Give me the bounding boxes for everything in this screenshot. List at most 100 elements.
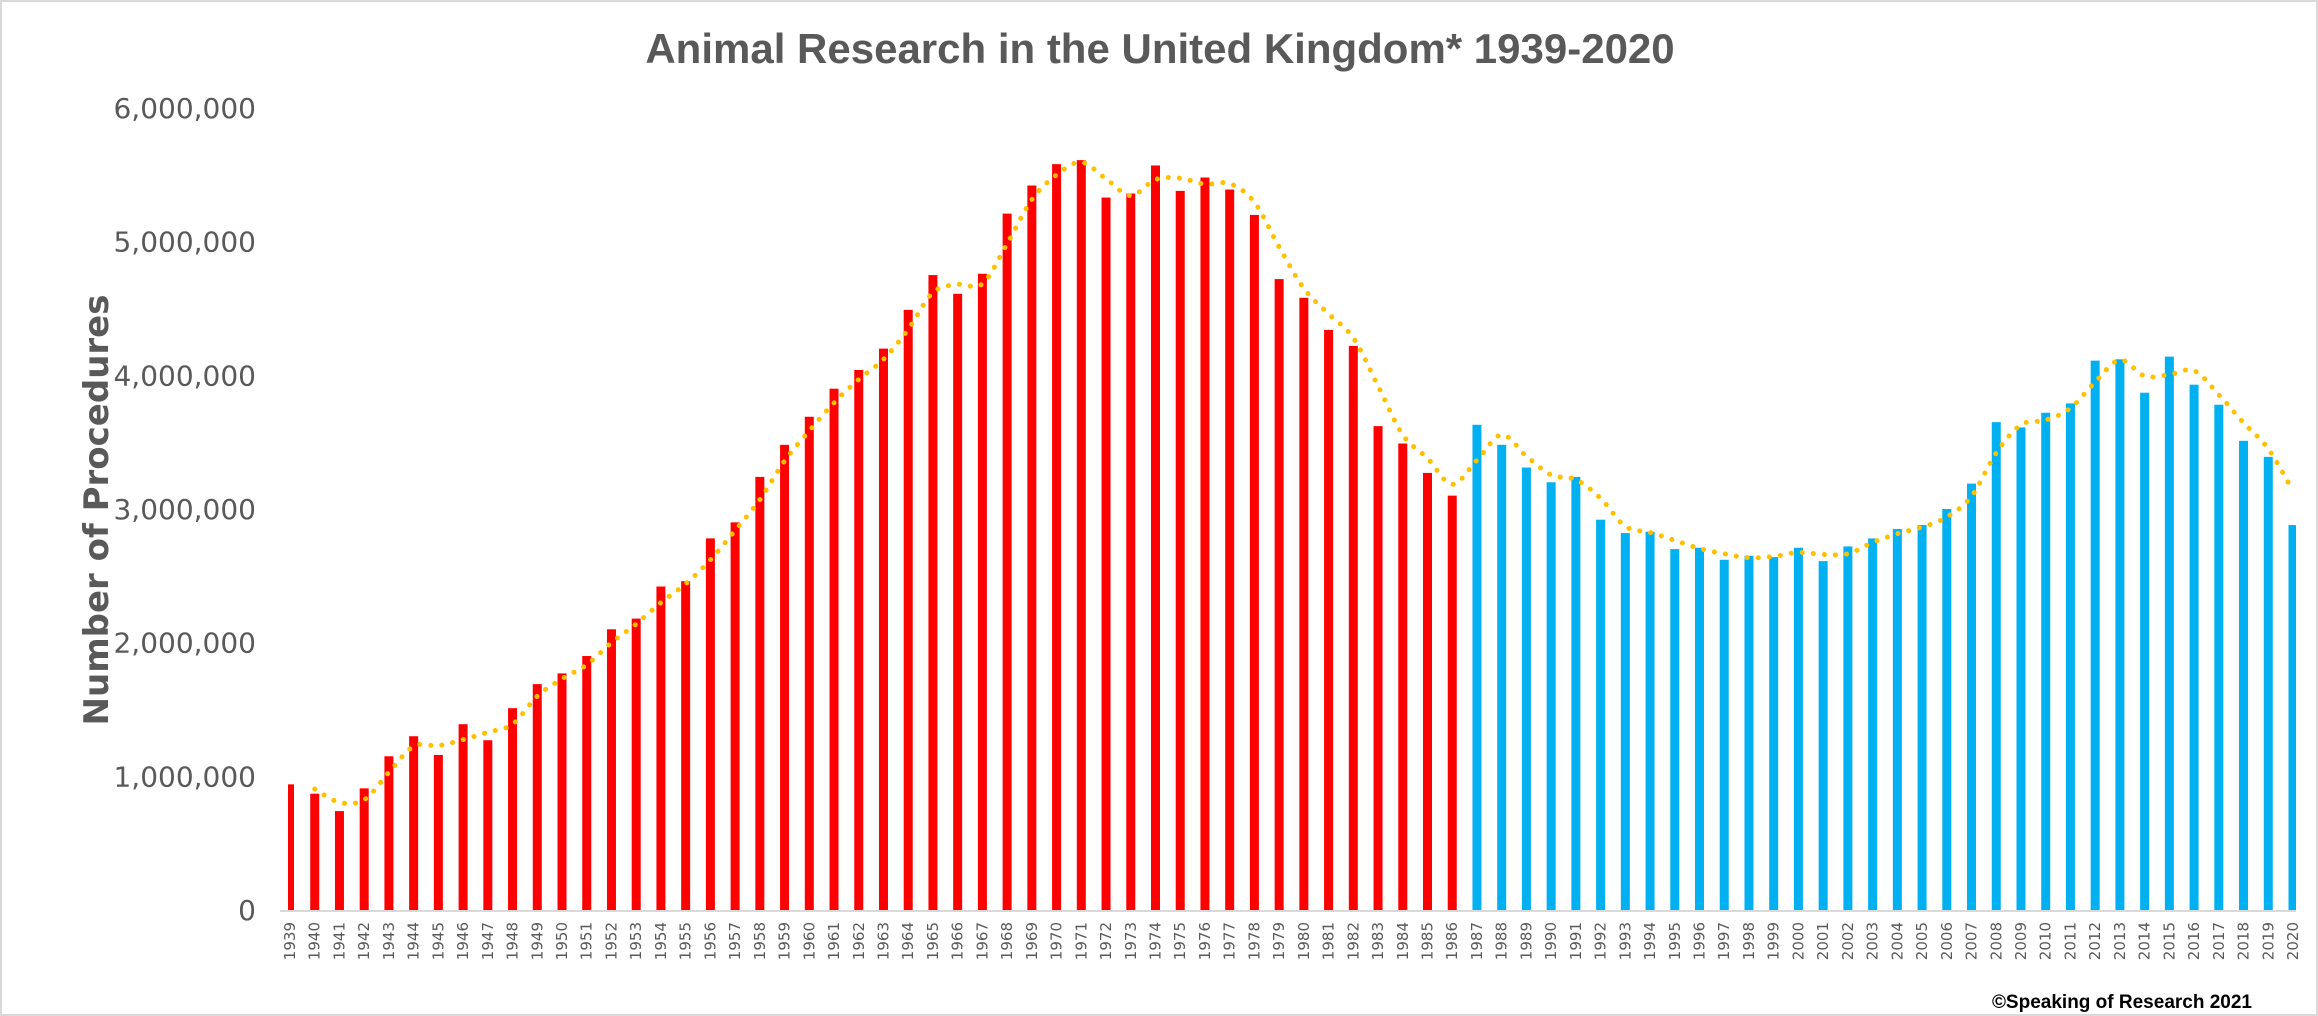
x-tick-label: 1963 (874, 922, 892, 960)
bar-1975 (1175, 190, 1185, 910)
y-tick-label: 1,000,000 (113, 760, 256, 793)
y-tick-label: 4,000,000 (113, 359, 256, 392)
bar-2006 (1942, 509, 1952, 910)
bar-1996 (1695, 547, 1705, 910)
x-tick-label: 1960 (800, 922, 818, 960)
x-tick-label: 1958 (751, 922, 769, 960)
bar-1944 (409, 736, 419, 910)
x-tick-label: 2005 (1913, 922, 1931, 960)
bar-1961 (829, 388, 839, 910)
x-tick-label: 2007 (1963, 922, 1981, 960)
x-tick-label: 1948 (504, 922, 522, 960)
bar-2001 (1818, 561, 1828, 910)
y-axis-ticks: 0 1,000,000 2,000,000 3,000,000 4,000,000 5,0… (113, 92, 256, 927)
x-tick-label: 1959 (776, 922, 794, 960)
bar-1963 (878, 348, 888, 911)
bar-1979 (1274, 279, 1284, 910)
x-tick-label: 1966 (949, 922, 967, 960)
x-tick-label: 1983 (1369, 922, 1387, 960)
bar-1966 (953, 293, 963, 911)
x-tick-label: 1991 (1567, 922, 1585, 960)
bar-1946 (458, 724, 468, 910)
x-tick-label: 1939 (281, 922, 299, 960)
x-tick-label: 2020 (2284, 922, 2302, 960)
x-tick-label: 1999 (1765, 922, 1783, 960)
bar-1964 (903, 309, 913, 910)
x-tick-label: 2016 (2185, 922, 2203, 960)
bar-1960 (804, 416, 814, 910)
bar-1977 (1225, 189, 1235, 910)
x-tick-label: 1951 (578, 922, 596, 960)
bar-1972 (1101, 197, 1111, 911)
y-tick-label: 6,000,000 (113, 92, 256, 125)
bar-1976 (1200, 177, 1210, 911)
x-tick-label: 1957 (726, 922, 744, 960)
x-tick-label: 1954 (652, 922, 670, 960)
x-tick-label: 1955 (677, 922, 695, 960)
x-tick-label: 1992 (1592, 922, 1610, 960)
x-tick-label: 1950 (553, 922, 571, 960)
bar-1945 (433, 754, 443, 910)
bar-1962 (854, 369, 864, 910)
bar-2014 (2140, 392, 2150, 911)
copyright-credit: ©Speaking of Research 2021 (1992, 992, 2252, 1013)
x-tick-label: 1965 (924, 922, 942, 960)
bar-2005 (1917, 525, 1927, 910)
x-tick-label: 1993 (1616, 922, 1634, 960)
x-tick-label: 1988 (1493, 922, 1511, 960)
x-tick-label: 1990 (1542, 922, 1560, 960)
x-tick-label: 1978 (1245, 922, 1263, 960)
x-tick-label: 1952 (602, 922, 620, 960)
bar-1967 (977, 273, 987, 910)
bar-1994 (1645, 531, 1655, 910)
bar-1951 (582, 656, 592, 910)
bar-1943 (384, 756, 394, 910)
bar-2011 (2065, 403, 2075, 910)
bar-1973 (1126, 193, 1136, 911)
bar-2019 (2263, 456, 2273, 910)
bar-1997 (1719, 559, 1729, 910)
y-tick-label: 5,000,000 (113, 226, 256, 259)
bar-2008 (1991, 422, 2001, 910)
x-tick-label: 2015 (2160, 922, 2178, 960)
bar-1965 (928, 275, 938, 910)
bar-2010 (2041, 412, 2051, 910)
x-tick-label: 2013 (2111, 922, 2129, 960)
x-tick-label: 1970 (1048, 922, 1066, 960)
trendline-dots (312, 159, 2296, 807)
x-tick-label: 1985 (1419, 922, 1437, 960)
bar-1957 (730, 522, 740, 910)
x-axis-ticks: 1939 1940 1941 1942 1943 1944 1945 1946 1947 1948… (281, 922, 2302, 960)
x-tick-label: 1989 (1517, 922, 1535, 960)
bar-1999 (1769, 557, 1779, 910)
bar-1939 (288, 784, 294, 910)
bar-1982 (1348, 345, 1358, 911)
bar-2009 (2016, 427, 2026, 910)
bar-1952 (606, 629, 616, 910)
bar-1986 (1447, 495, 1457, 910)
x-tick-label: 2012 (2086, 922, 2104, 960)
x-tick-label: 2004 (1888, 922, 1906, 960)
x-tick-label: 1984 (1394, 922, 1412, 960)
bar-1954 (656, 586, 666, 910)
x-tick-label: 1968 (998, 922, 1016, 960)
x-tick-label: 2006 (1938, 922, 1956, 960)
x-tick-label: 1953 (627, 922, 645, 960)
y-tick-label: 3,000,000 (113, 493, 256, 526)
x-tick-label: 1973 (1122, 922, 1140, 960)
x-tick-label: 1961 (825, 922, 843, 960)
bar-1981 (1324, 329, 1334, 910)
x-tick-label: 1998 (1740, 922, 1758, 960)
x-tick-label: 2011 (2061, 922, 2079, 960)
x-tick-label: 2010 (2037, 922, 2055, 960)
x-tick-label: 2008 (1987, 922, 2005, 960)
x-tick-label: 2003 (1864, 922, 1882, 960)
bar-1956 (705, 538, 715, 910)
x-tick-label: 2017 (2210, 922, 2228, 960)
bar-1978 (1249, 214, 1259, 910)
x-tick-label: 1987 (1468, 922, 1486, 960)
y-axis-title: Number of Procedures (77, 295, 117, 726)
bar-1992 (1596, 519, 1606, 910)
bar-1974 (1150, 165, 1160, 910)
bar-1949 (532, 684, 542, 910)
